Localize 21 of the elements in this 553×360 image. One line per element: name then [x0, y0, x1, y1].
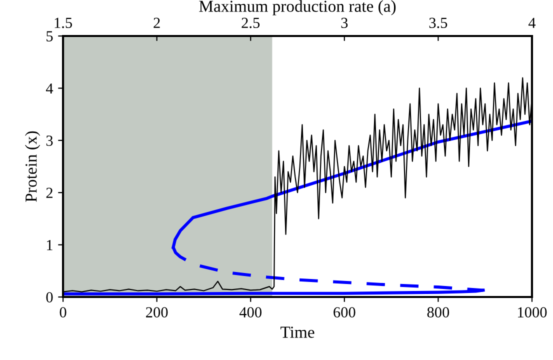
x2-tick-label: 2.5 [242, 18, 260, 28]
y-tick-label: 5 [46, 31, 53, 42]
x2-axis-title: Maximum production rate (a) [199, 0, 396, 16]
x-axis-title: Time [280, 326, 314, 338]
x-tick-label: 800 [427, 307, 450, 318]
x-tick-label: 0 [60, 307, 66, 318]
x-tick-label: 600 [334, 307, 356, 318]
y-tick-label: 2 [46, 188, 52, 198]
y-tick-label: 3 [46, 136, 53, 146]
y-tick-label: 0 [46, 292, 53, 302]
x2-tick-label: 4 [528, 18, 536, 28]
x2-tick-label: 1.5 [54, 18, 72, 28]
x-tick-label: 1000 [518, 307, 547, 318]
x2-tick-label: 2 [154, 18, 160, 28]
x2-tick-label: 3.5 [429, 18, 448, 28]
x-tick-label: 400 [239, 307, 262, 318]
x2-tick-label: 3 [341, 18, 348, 28]
y-axis-title: Protein (x) [25, 131, 40, 202]
y-tick-label: 4 [46, 83, 54, 94]
y-tick-label: 1 [47, 240, 52, 250]
x-tick-label: 200 [146, 307, 168, 318]
